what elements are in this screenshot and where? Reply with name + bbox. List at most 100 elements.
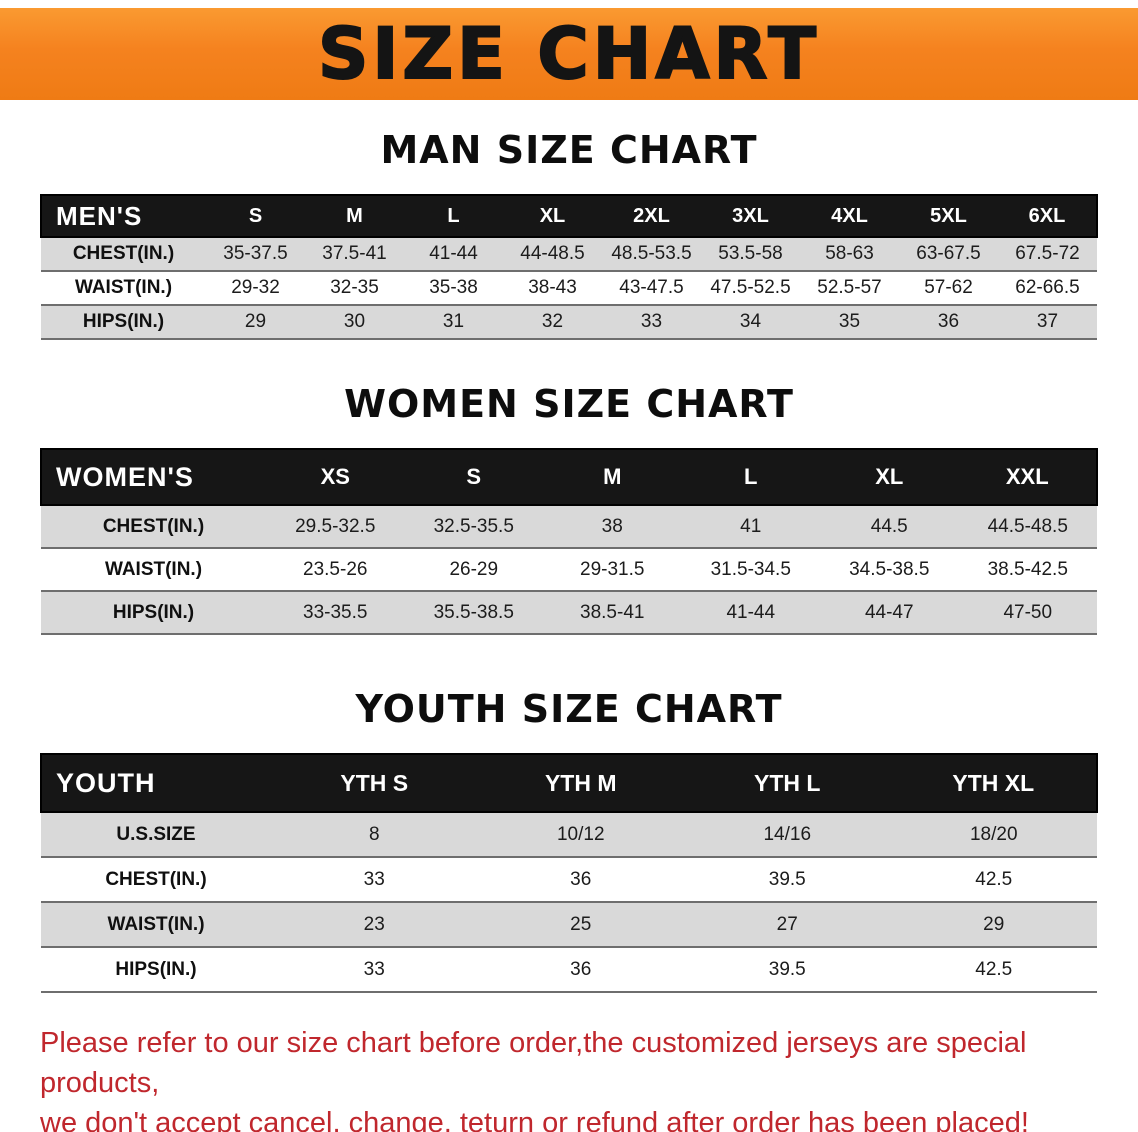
size-value-cell: 52.5-57 bbox=[817, 277, 882, 298]
size-value-cell: 37 bbox=[1036, 311, 1059, 332]
table-row: HIPS(IN.) 33-35.5 35.5-38.5 38.5-41 41-44 44-… bbox=[41, 591, 1097, 634]
row-label: CHEST(IN.) bbox=[105, 868, 207, 890]
size-column-header: 5XL bbox=[930, 204, 967, 227]
size-value-cell: 18/20 bbox=[969, 823, 1018, 845]
men-size-table: MEN'S S M L XL 2XL 3XL 4XL 5XL 6XL CHEST(IN.) 35-37… bbox=[40, 194, 1098, 340]
size-column-header: XS bbox=[320, 464, 350, 489]
table-row: CHEST(IN.) 35-37.5 37.5-41 41-44 44-48.5 48.5… bbox=[41, 237, 1097, 271]
table-header-row: YOUTH YTH S YTH M YTH L YTH XL bbox=[41, 754, 1097, 812]
women-section-heading: WOMEN SIZE CHART bbox=[344, 382, 794, 426]
row-label: U.S.SIZE bbox=[116, 823, 196, 845]
size-value-cell: 39.5 bbox=[768, 868, 806, 890]
size-value-cell: 37.5-41 bbox=[322, 243, 387, 264]
size-value-cell: 42.5 bbox=[975, 958, 1013, 980]
table-header-row: MEN'S S M L XL 2XL 3XL 4XL 5XL 6XL bbox=[41, 195, 1097, 237]
size-value-cell: 29 bbox=[983, 913, 1005, 935]
row-label: CHEST(IN.) bbox=[102, 515, 205, 537]
size-value-cell: 42.5 bbox=[975, 868, 1013, 890]
size-value-cell: 32.5-35.5 bbox=[433, 515, 514, 537]
size-value-cell: 38 bbox=[601, 515, 623, 537]
size-value-cell: 67.5-72 bbox=[1015, 243, 1080, 264]
men-section-heading: MAN SIZE CHART bbox=[380, 128, 758, 172]
table-row: CHEST(IN.) 33 36 39.5 42.5 bbox=[41, 857, 1097, 902]
table-corner-label: WOMEN'S bbox=[56, 461, 194, 492]
size-value-cell: 47.5-52.5 bbox=[710, 277, 791, 298]
size-value-cell: 33 bbox=[363, 868, 385, 890]
table-row: HIPS(IN.) 33 36 39.5 42.5 bbox=[41, 947, 1097, 992]
size-value-cell: 44.5-48.5 bbox=[987, 515, 1068, 537]
section-women: WOMEN SIZE CHART WOMEN'S XS S M L XL XXL CHEST(… bbox=[0, 382, 1138, 635]
women-size-table: WOMEN'S XS S M L XL XXL CHEST(IN.) 29.5-32.5 32.5… bbox=[40, 448, 1098, 635]
size-column-header: XXL bbox=[1005, 464, 1049, 489]
size-value-cell: 31 bbox=[442, 311, 465, 332]
size-value-cell: 23.5-26 bbox=[303, 558, 368, 580]
size-value-cell: 33 bbox=[363, 958, 385, 980]
table-row: HIPS(IN.) 29 30 31 32 33 34 35 36 37 bbox=[41, 305, 1097, 339]
size-column-header: YTH S bbox=[340, 769, 409, 796]
youth-section-heading: YOUTH SIZE CHART bbox=[355, 687, 783, 731]
size-column-header: XL bbox=[539, 204, 566, 227]
size-column-header: 6XL bbox=[1028, 204, 1066, 227]
size-value-cell: 44.5 bbox=[870, 515, 908, 537]
size-value-cell: 43-47.5 bbox=[619, 277, 684, 298]
table-corner-label: MEN'S bbox=[56, 200, 143, 231]
size-value-cell: 31.5-34.5 bbox=[710, 558, 791, 580]
size-value-cell: 32 bbox=[541, 311, 564, 332]
section-men: MAN SIZE CHART MEN'S S M L XL 2XL 3XL 4XL 5XL 6XL… bbox=[0, 128, 1138, 340]
size-value-cell: 44-47 bbox=[864, 601, 914, 623]
size-value-cell: 27 bbox=[776, 913, 798, 935]
size-value-cell: 10/12 bbox=[556, 823, 605, 845]
size-value-cell: 35 bbox=[838, 311, 861, 332]
size-column-header: YTH XL bbox=[952, 769, 1035, 796]
row-label: HIPS(IN.) bbox=[112, 601, 195, 623]
size-value-cell: 62-66.5 bbox=[1015, 277, 1080, 298]
size-value-cell: 29-32 bbox=[231, 277, 280, 298]
size-value-cell: 33 bbox=[640, 311, 663, 332]
size-value-cell: 57-62 bbox=[924, 277, 973, 298]
size-value-cell: 35-38 bbox=[429, 277, 478, 298]
size-value-cell: 8 bbox=[368, 823, 380, 845]
size-value-cell: 30 bbox=[343, 311, 366, 332]
size-column-header: L bbox=[744, 464, 758, 489]
size-value-cell: 41-44 bbox=[726, 601, 776, 623]
row-label: WAIST(IN.) bbox=[74, 277, 173, 298]
size-column-header: YTH L bbox=[754, 769, 821, 796]
size-value-cell: 41 bbox=[740, 515, 762, 537]
size-value-cell: 38.5-41 bbox=[580, 601, 645, 623]
size-column-header: L bbox=[447, 204, 460, 227]
size-column-header: 4XL bbox=[831, 204, 868, 227]
size-column-header: 3XL bbox=[732, 204, 769, 227]
size-value-cell: 38-43 bbox=[528, 277, 577, 298]
size-value-cell: 47-50 bbox=[1003, 601, 1053, 623]
size-value-cell: 29 bbox=[244, 311, 267, 332]
section-youth: YOUTH SIZE CHART YOUTH YTH S YTH M YTH L YTH… bbox=[0, 687, 1138, 993]
table-row: WAIST(IN.) 29-32 32-35 35-38 38-43 43-47.5 47.… bbox=[41, 271, 1097, 305]
size-value-cell: 38.5-42.5 bbox=[987, 558, 1068, 580]
size-value-cell: 34.5-38.5 bbox=[849, 558, 930, 580]
size-value-cell: 39.5 bbox=[768, 958, 806, 980]
size-column-header: M bbox=[346, 204, 363, 227]
table-header-row: WOMEN'S XS S M L XL XXL bbox=[41, 449, 1097, 505]
size-value-cell: 25 bbox=[570, 913, 592, 935]
row-label: CHEST(IN.) bbox=[72, 243, 175, 264]
row-label: WAIST(IN.) bbox=[104, 558, 203, 580]
size-value-cell: 14/16 bbox=[763, 823, 812, 845]
size-value-cell: 36 bbox=[570, 868, 592, 890]
size-value-cell: 23 bbox=[363, 913, 385, 935]
footer-note: Please refer to our size chart before or… bbox=[40, 1023, 1138, 1132]
banner: SIZE CHART bbox=[0, 8, 1138, 100]
row-label: WAIST(IN.) bbox=[107, 913, 205, 935]
size-value-cell: 26-29 bbox=[449, 558, 499, 580]
page-title: SIZE CHART bbox=[317, 13, 821, 95]
size-column-header: S bbox=[466, 464, 482, 489]
size-value-cell: 29.5-32.5 bbox=[295, 515, 376, 537]
size-value-cell: 36 bbox=[570, 958, 592, 980]
note-line-2: we don't accept cancel, change, teturn o… bbox=[40, 1107, 1029, 1132]
size-value-cell: 36 bbox=[937, 311, 960, 332]
size-column-header: S bbox=[248, 204, 263, 227]
size-column-header: XL bbox=[875, 464, 904, 489]
size-value-cell: 32-35 bbox=[330, 277, 379, 298]
size-value-cell: 63-67.5 bbox=[916, 243, 981, 264]
note-line-1: Please refer to our size chart before or… bbox=[40, 1027, 1027, 1100]
